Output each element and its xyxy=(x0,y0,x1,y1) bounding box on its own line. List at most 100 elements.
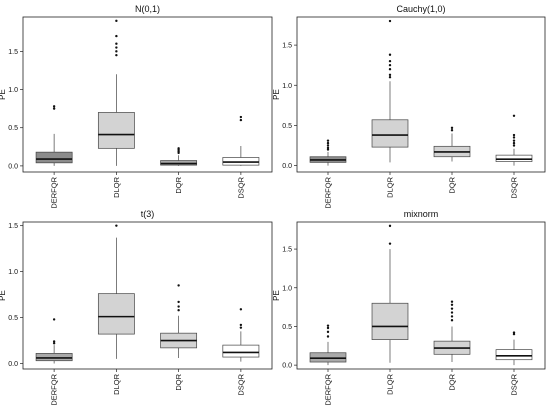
y-axis-label: PE xyxy=(272,89,281,100)
y-tick-label: 1.0 xyxy=(282,83,292,90)
iqr-box xyxy=(35,151,73,164)
outlier-point xyxy=(326,326,330,330)
box-dlqr: DLQR xyxy=(371,19,409,198)
outlier-point xyxy=(512,139,516,142)
outlier-point xyxy=(388,68,392,71)
outlier-point xyxy=(450,307,454,310)
chart-panel: Cauchy(1,0) PE 0.0 0.5 1.0 1.5 DERFQR DLQR DQR DS… xyxy=(272,4,546,209)
box-derfqr: DERFQR xyxy=(35,105,73,209)
box-derfqr: DERFQR xyxy=(35,318,73,406)
outlier-point xyxy=(450,315,454,318)
outlier-point xyxy=(512,133,516,137)
iqr-box xyxy=(495,154,533,162)
box-derfqr: DERFQR xyxy=(309,139,347,209)
iqr-box xyxy=(371,119,409,148)
plot-frame xyxy=(296,221,546,370)
box-dsqr: DSQR xyxy=(495,331,533,396)
outlier-point xyxy=(388,59,392,63)
outlier-point xyxy=(115,19,118,23)
outlier-point xyxy=(239,308,243,311)
outlier-point xyxy=(512,136,516,139)
outlier-point xyxy=(115,42,118,45)
outlier-point xyxy=(450,311,454,314)
y-tick-label: 0.5 xyxy=(282,123,292,130)
outlier-point xyxy=(177,284,180,287)
x-tick-label: DSQR xyxy=(510,373,519,395)
iqr-box xyxy=(495,349,533,361)
box-dlqr: DLQR xyxy=(371,224,409,395)
chart-panel: t(3) PE 0.0 0.5 1.0 1.5 DERFQR DLQR DQR DSQR xyxy=(0,209,273,406)
outlier-point xyxy=(115,224,118,227)
x-tick-label: DQR xyxy=(174,373,183,390)
outlier-point xyxy=(450,303,454,306)
x-tick-label: DLQR xyxy=(386,373,395,394)
outlier-point xyxy=(326,144,330,147)
iqr-box xyxy=(97,293,135,335)
chart-panel: N(0,1) PE 0.0 0.5 1.0 1.5 DERFQR DLQR DQR DSQR xyxy=(0,4,273,209)
y-tick-label: 1.5 xyxy=(282,43,292,50)
outlier-point xyxy=(115,34,118,38)
y-tick-label: 0.5 xyxy=(8,315,18,322)
outlier-point xyxy=(388,224,392,228)
y-tick-label: 0.0 xyxy=(282,363,292,370)
chart-title: t(3) xyxy=(141,209,155,219)
outlier-point xyxy=(512,144,516,147)
outlier-point xyxy=(239,326,243,329)
outlier-point xyxy=(326,330,330,334)
box-dsqr: DSQR xyxy=(222,308,260,396)
outlier-point xyxy=(115,53,118,57)
plot-frame xyxy=(22,221,273,370)
outlier-point xyxy=(177,305,180,308)
outlier-point xyxy=(239,323,243,327)
outlier-point xyxy=(239,115,243,119)
iqr-box xyxy=(371,302,409,340)
outlier-point xyxy=(450,300,454,303)
x-tick-label: DQR xyxy=(174,176,183,193)
x-tick-label: DERFQR xyxy=(324,176,333,208)
outlier-point xyxy=(177,147,180,150)
outlier-point xyxy=(388,242,392,245)
outlier-point xyxy=(388,63,392,67)
outlier-point xyxy=(52,318,56,321)
outlier-point xyxy=(177,300,180,304)
box-dlqr: DLQR xyxy=(97,224,135,395)
chart-title: Cauchy(1,0) xyxy=(396,4,445,14)
y-axis-label: PE xyxy=(0,290,7,301)
outlier-point xyxy=(512,331,516,334)
y-tick-label: 0.0 xyxy=(8,163,18,170)
x-tick-label: DERFQR xyxy=(324,373,333,405)
iqr-box xyxy=(222,344,260,358)
x-tick-label: DSQR xyxy=(236,373,245,395)
x-tick-label: DLQR xyxy=(386,176,395,197)
box-derfqr: DERFQR xyxy=(309,324,347,406)
iqr-box xyxy=(97,112,135,149)
outlier-point xyxy=(450,129,454,132)
plot-frame xyxy=(296,16,546,173)
outlier-point xyxy=(177,309,180,312)
outlier-point xyxy=(326,335,330,338)
outlier-point xyxy=(115,50,118,53)
box-dqr: DQR xyxy=(433,126,471,194)
y-tick-label: 0.5 xyxy=(8,125,18,132)
box-dsqr: DSQR xyxy=(495,114,533,199)
x-tick-label: DSQR xyxy=(510,176,519,198)
y-tick-label: 0.0 xyxy=(282,163,292,170)
y-tick-label: 1.0 xyxy=(8,87,18,94)
y-axis-label: PE xyxy=(0,89,7,100)
outlier-point xyxy=(512,114,516,117)
outlier-point xyxy=(388,53,392,56)
outlier-point xyxy=(450,126,454,130)
x-tick-label: DQR xyxy=(448,373,457,390)
outlier-point xyxy=(388,76,392,79)
x-tick-label: DQR xyxy=(448,176,457,193)
x-tick-label: DLQR xyxy=(112,176,121,197)
x-tick-label: DLQR xyxy=(112,373,121,394)
outlier-point xyxy=(326,324,330,327)
y-tick-label: 1.5 xyxy=(282,247,292,254)
box-dqr: DQR xyxy=(433,300,471,391)
y-axis-label: PE xyxy=(272,290,281,301)
outlier-point xyxy=(388,73,392,77)
y-tick-label: 1.0 xyxy=(8,269,18,276)
outlier-point xyxy=(388,19,392,23)
iqr-box xyxy=(35,353,73,362)
